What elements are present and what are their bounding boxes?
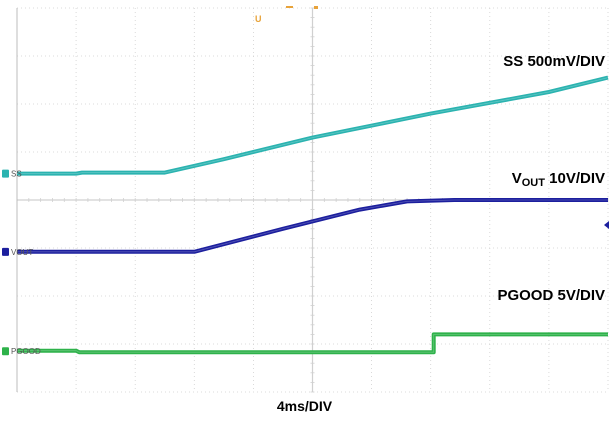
vout-offset-arrow-icon: [604, 221, 609, 229]
channel-ss-marker-icon: [2, 169, 9, 178]
vout-scale-sub: OUT: [522, 177, 546, 189]
channel-pgood-marker-icon: [2, 347, 9, 356]
timebase-label: 4ms/DIV: [276, 398, 333, 414]
vout-scale-label: VOUT 10V/DIV: [512, 170, 605, 189]
channel-vout-marker-icon: [2, 247, 9, 256]
channel-vout-tag: VOUT: [11, 248, 33, 257]
ss-scale-label: SS 500mV/DIV: [503, 53, 605, 70]
top-ref-marker-left: [286, 6, 293, 8]
trace-ss: [17, 75, 609, 176]
vout-scale-main: V: [512, 170, 522, 187]
scale-labels: SS 500mV/DIV VOUT 10V/DIV PGOOD 5V/DIV: [497, 53, 605, 304]
pgood-scale-label: PGOOD 5V/DIV: [497, 287, 605, 304]
trace-highlight-pgood: [17, 333, 608, 353]
trace-highlight-ss: [17, 77, 609, 175]
channel-ss-tag: SS: [11, 170, 22, 179]
channel-pgood-tag: PGOOD: [11, 347, 41, 356]
vout-scale-rest: 10V/DIV: [545, 170, 605, 187]
traces: [17, 75, 609, 355]
top-ref-marker-center: [314, 6, 318, 9]
top-markers: U: [255, 6, 318, 24]
trace-pgood: [17, 332, 608, 355]
channel-markers: SS VOUT PGOOD: [2, 169, 41, 356]
trace-vout: [17, 198, 608, 254]
trace-highlight-vout: [17, 199, 608, 253]
graticule: [16, 7, 609, 393]
trigger-marker-icon: U: [255, 14, 262, 24]
